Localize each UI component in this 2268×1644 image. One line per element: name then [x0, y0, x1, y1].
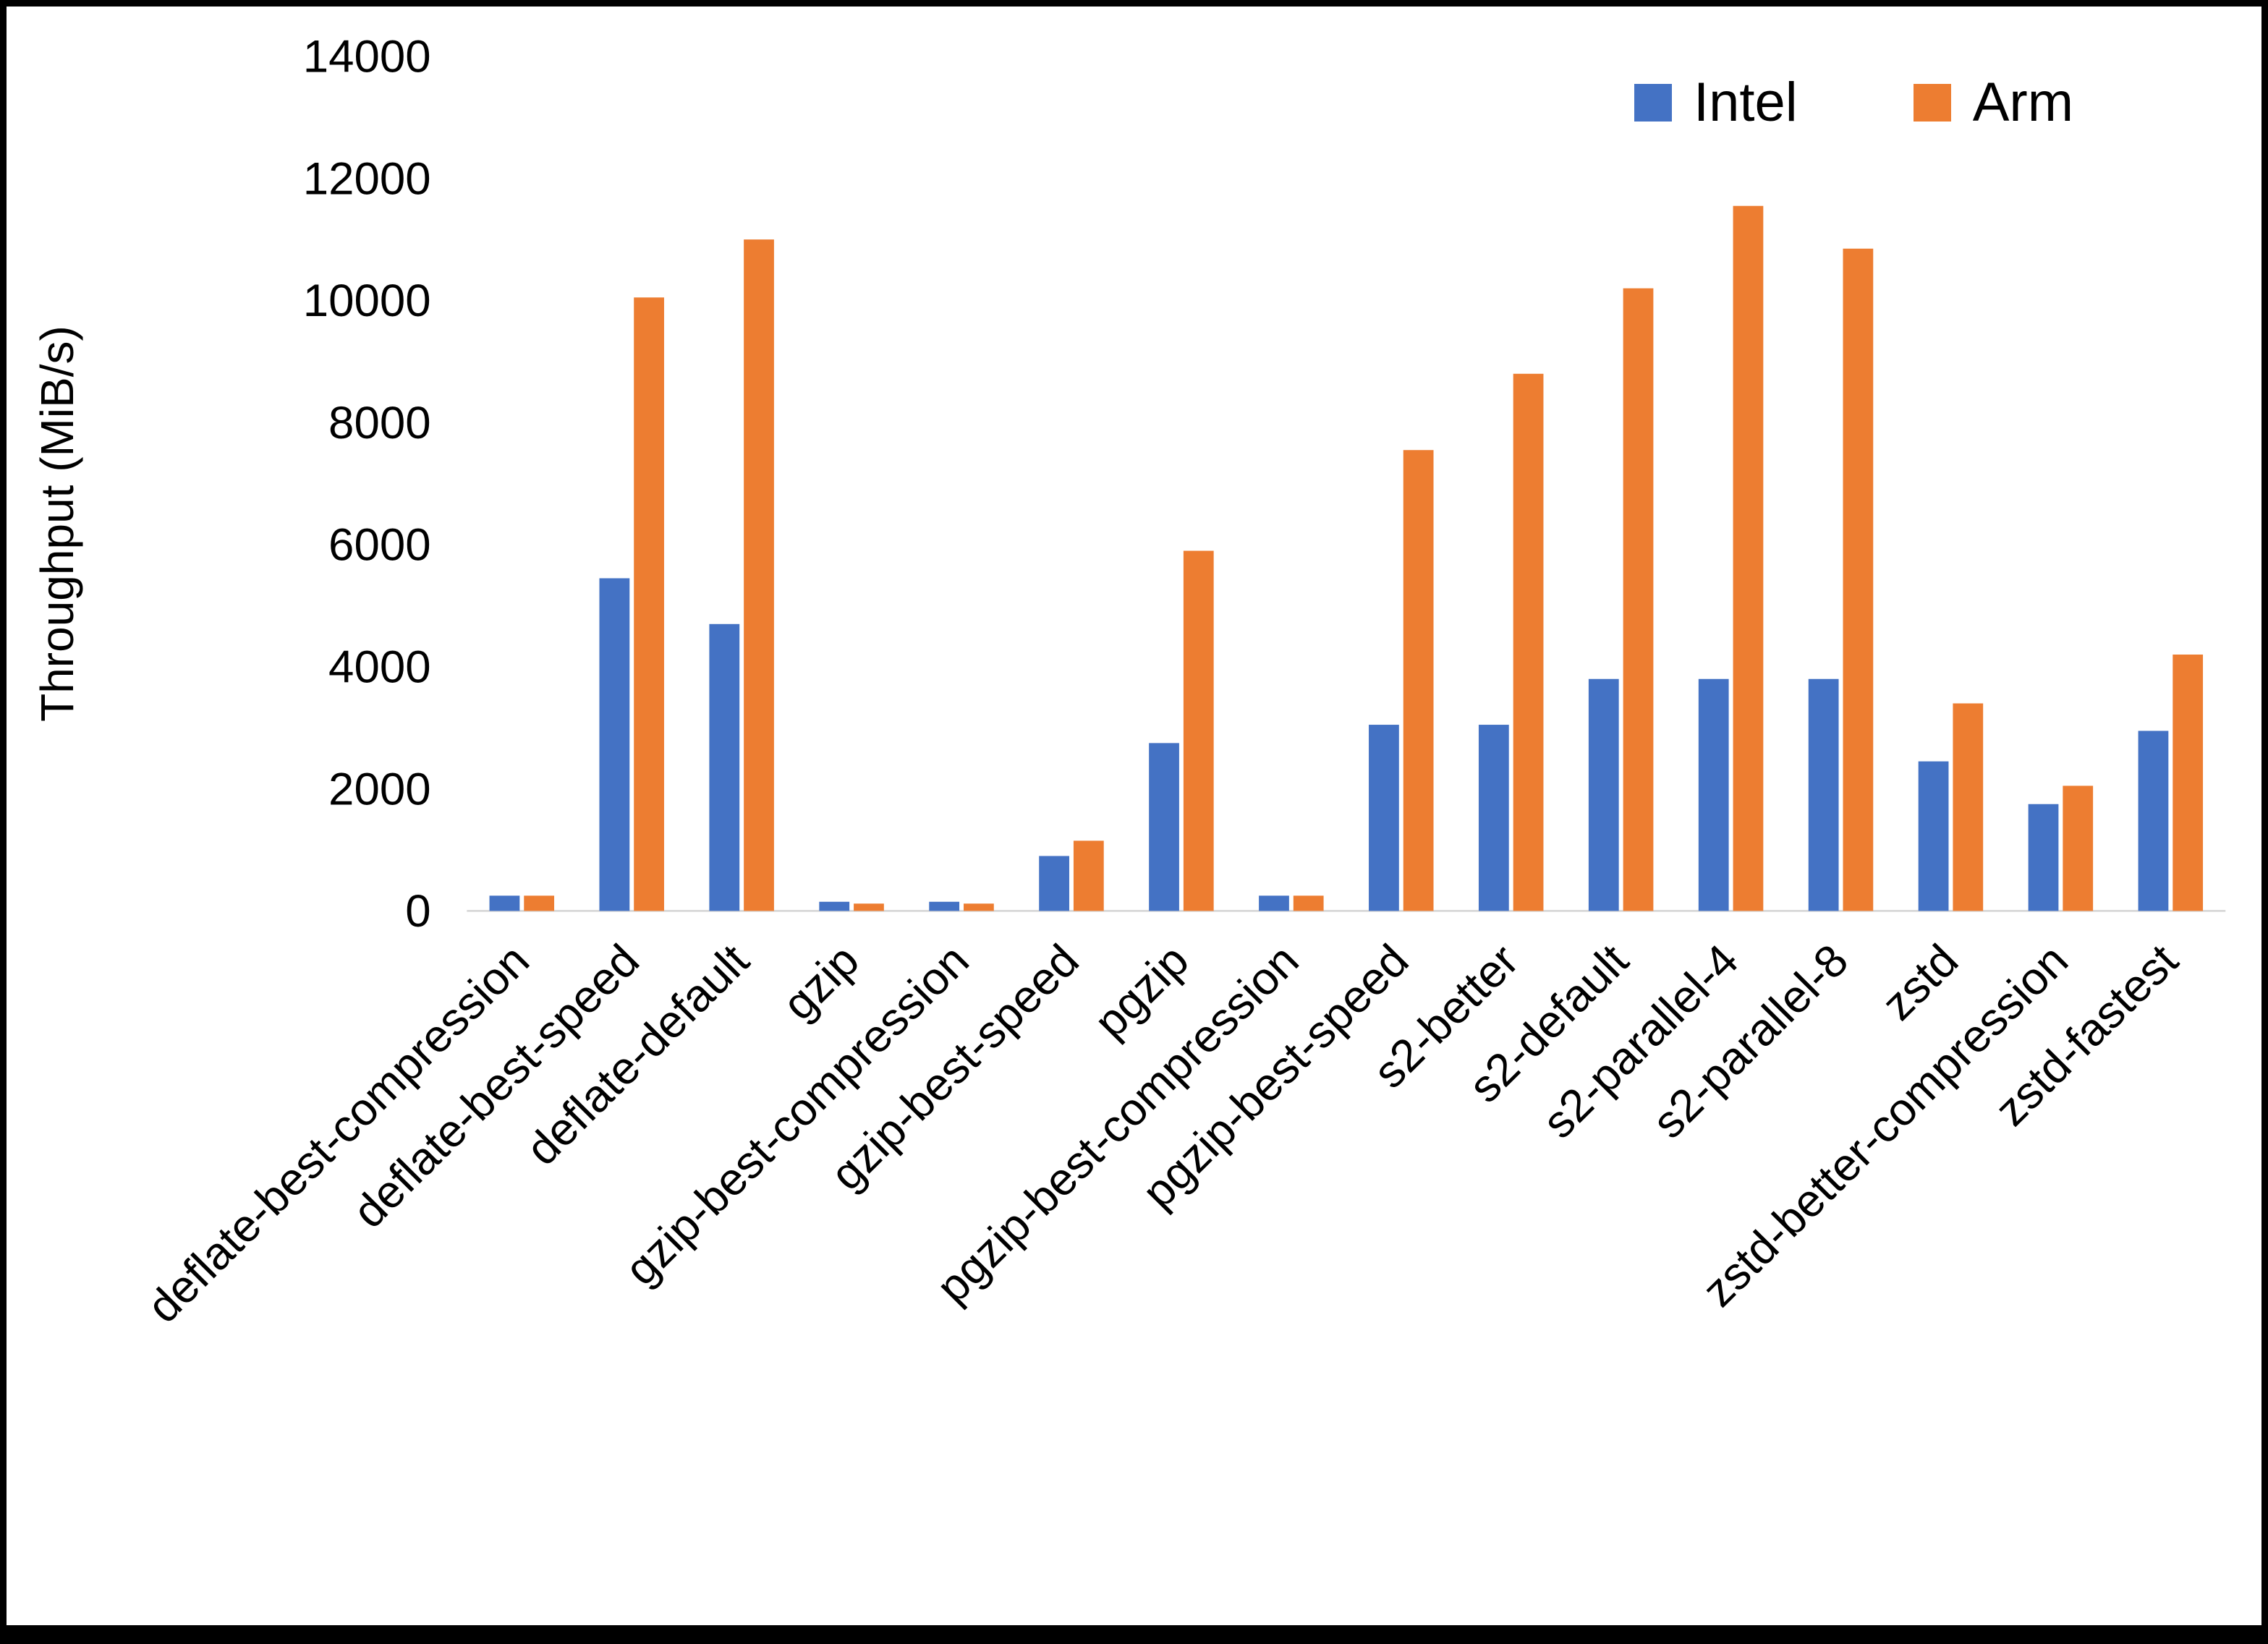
bar-intel-pgzip-best-speed: [1369, 725, 1399, 911]
bar-arm-s2-default: [1623, 288, 1654, 911]
bar-arm-gzip-best-speed: [1073, 840, 1104, 911]
bar-intel-zstd: [1918, 761, 1949, 911]
y-tick-label: 12000: [303, 154, 431, 205]
bar-arm-deflate-default: [744, 239, 774, 911]
bar-arm-gzip: [854, 903, 884, 911]
x-tick-label: zstd: [1872, 935, 1968, 1030]
x-tick-label: gzip: [773, 935, 869, 1030]
bar-intel-pgzip: [1149, 743, 1179, 911]
bar-arm-deflate-best-speed: [634, 297, 664, 911]
bar-intel-pgzip-best-compression: [1259, 895, 1289, 911]
y-tick-label: 8000: [328, 398, 431, 448]
legend-swatch-arm: [1913, 84, 1951, 122]
y-tick-label: 10000: [303, 276, 431, 326]
legend-label-intel: Intel: [1694, 72, 1798, 133]
bar-intel-s2-parallel-4: [1698, 678, 1729, 911]
bar-intel-zstd-better-compression: [2028, 804, 2059, 911]
bar-arm-zstd-better-compression: [2063, 785, 2094, 911]
bar-intel-s2-better: [1478, 725, 1509, 911]
bar-intel-s2-parallel-8: [1808, 678, 1839, 911]
bar-intel-zstd-fastest: [2138, 731, 2169, 911]
legend-item-intel: Intel: [1634, 75, 1798, 130]
bar-intel-gzip-best-speed: [1039, 856, 1069, 911]
bar-arm-s2-parallel-8: [1843, 248, 1874, 911]
y-axis-title: Throughput (MiB/s): [31, 325, 83, 722]
y-tick-label: 4000: [328, 642, 431, 693]
bar-arm-deflate-best-compression: [524, 895, 555, 911]
y-tick-label: 2000: [328, 764, 431, 815]
bar-intel-deflate-default: [709, 623, 740, 911]
bar-arm-pgzip-best-compression: [1293, 895, 1324, 911]
bar-intel-deflate-best-speed: [599, 578, 630, 911]
bar-chart: 02000400060008000100001200014000deflate-…: [137, 32, 2226, 1332]
bar-arm-zstd: [1953, 703, 1984, 911]
bar-arm-s2-better: [1513, 373, 1544, 911]
bar-arm-zstd-fastest: [2173, 654, 2204, 911]
bar-intel-deflate-best-compression: [489, 895, 520, 911]
bar-arm-pgzip-best-speed: [1403, 450, 1434, 911]
bar-intel-gzip-best-compression: [929, 901, 960, 911]
legend-item-arm: Arm: [1913, 72, 2073, 133]
bar-arm-pgzip: [1183, 550, 1214, 911]
legend-label-arm: Arm: [1972, 72, 2073, 133]
legend-swatch-intel: [1634, 84, 1673, 122]
bar-intel-gzip: [819, 901, 850, 911]
bar-arm-gzip-best-compression: [964, 903, 994, 911]
bar-intel-s2-default: [1588, 678, 1619, 911]
chart-legend: Intel Arm: [1634, 75, 2073, 130]
y-tick-label: 6000: [328, 520, 431, 571]
bar-arm-s2-parallel-4: [1733, 205, 1764, 911]
y-tick-label: 0: [405, 886, 430, 937]
y-tick-label: 14000: [303, 32, 431, 82]
